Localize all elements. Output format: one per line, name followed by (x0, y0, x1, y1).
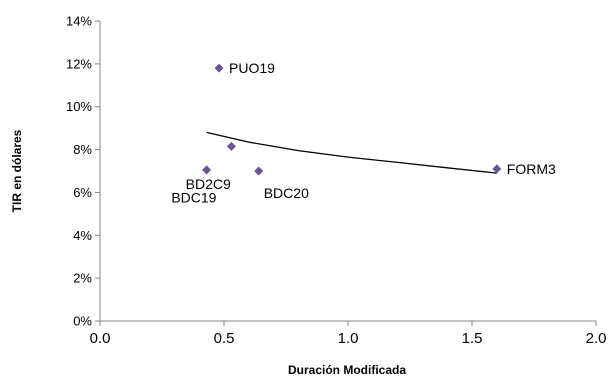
data-point-label: BD2C9 (186, 176, 231, 192)
y-tick-label: 0% (73, 314, 92, 329)
x-tick-label: 0.5 (214, 330, 235, 347)
y-tick-label: 4% (73, 228, 92, 243)
trendline-layer (206, 131, 497, 174)
x-tick-label: 2.0 (586, 330, 607, 347)
y-tick-label: 8% (73, 142, 92, 157)
y-tick-label: 6% (73, 185, 92, 200)
point-labels: PUO19 BD2C9 BDC20 FORM3 BDC19 (171, 60, 556, 206)
data-point-marker (202, 165, 212, 175)
data-point-label: BDC20 (264, 185, 309, 201)
y-tick-label: 12% (66, 56, 92, 71)
data-point-marker (254, 166, 264, 176)
x-axis-title: Duración Modificada (288, 363, 406, 377)
y-tick-label: 2% (73, 271, 92, 286)
x-axis-ticks: 0.0 0.5 1.0 1.5 2.0 (90, 321, 607, 347)
x-tick-label: 1.5 (462, 330, 483, 347)
y-axis-ticks: 0% 2% 4% 6% 8% 10% 12% 14% (66, 14, 100, 329)
y-tick-label: 14% (66, 14, 92, 29)
y-axis-title: TIR en dólares (10, 129, 24, 212)
data-point-label: PUO19 (229, 60, 275, 76)
data-point-marker (492, 164, 502, 174)
x-tick-label: 0.0 (90, 330, 111, 347)
trendline (206, 131, 497, 174)
data-point-marker (226, 141, 236, 151)
data-points (202, 63, 502, 176)
data-point-marker (214, 63, 224, 73)
y-tick-label: 10% (66, 99, 92, 114)
data-point-label: FORM3 (507, 161, 556, 177)
x-tick-label: 1.0 (338, 330, 359, 347)
annotation-label: BDC19 (171, 190, 216, 206)
